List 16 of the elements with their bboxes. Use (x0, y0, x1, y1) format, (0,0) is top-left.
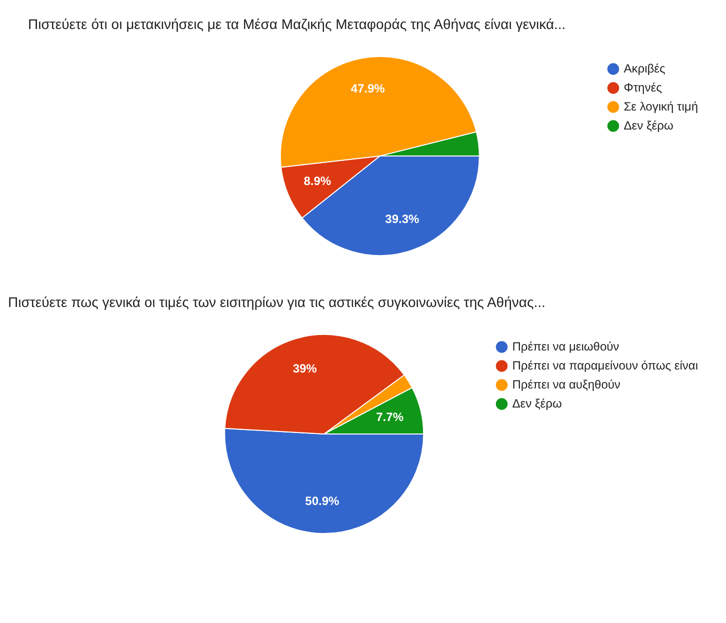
data-label: 50.9% (305, 494, 340, 508)
data-label: 39.3% (385, 212, 420, 226)
legend-label: Πρέπει να αυξηθούν (512, 377, 620, 392)
data-label: 47.9% (350, 82, 386, 96)
legend-label: Σε λογική τιμή (624, 99, 698, 114)
legend-label: Πρέπει να μειωθούν (512, 339, 620, 354)
legend-label: Δεν ξέρω (624, 118, 674, 132)
chart-title: Πιστεύετε ότι οι μετακινήσεις με τα Μέσα Μαζικής Μεταφοράς της Αθήνας είναι γενικά... (27, 15, 567, 34)
legend-label: Πρέπει να παραμείνουν όπως είναι (512, 358, 698, 372)
chart-title: Πιστεύετε πως γενικά οι τιμές των εισιτηρίων για τις αστικές συγκοινωνίες της Αθήνας... (8, 293, 546, 312)
data-label: 7.7% (376, 410, 404, 424)
data-label: 39% (292, 361, 318, 376)
legend-label: Δεν ξέρω (512, 396, 562, 410)
legend-label: Φτηνές (624, 80, 662, 94)
data-label: 8.9% (304, 174, 332, 188)
legend-label: Ακριβές (624, 61, 666, 76)
